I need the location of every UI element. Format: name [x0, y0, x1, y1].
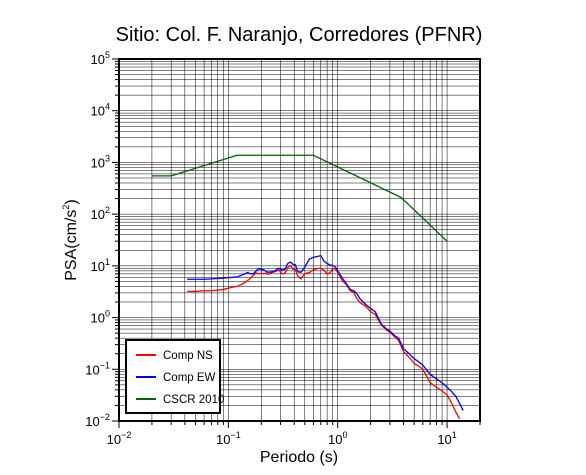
legend-label-ew: Comp EW: [163, 372, 216, 384]
x-axis-label: Periodo (s): [260, 449, 338, 466]
y-tick-label-base: 10: [91, 52, 105, 67]
y-tick-label-exp: 5: [105, 50, 110, 60]
y-tick-label-base: 10: [85, 414, 99, 429]
x-tick-label-exp: −1: [230, 430, 240, 440]
y-tick-label-base: 10: [91, 104, 105, 119]
series-line-comp-ns: [187, 264, 461, 420]
y-tick-label: 100: [91, 309, 110, 326]
y-tick-label-base: 10: [91, 207, 105, 222]
y-tick-label-exp: −1: [100, 360, 110, 370]
y-tick-label-exp: 2: [105, 205, 110, 215]
y-tick-label: 102: [91, 205, 110, 222]
plot-frame: [118, 58, 481, 422]
y-tick-label-base: 10: [85, 362, 99, 377]
y-tick-label: 103: [91, 153, 110, 170]
y-tick-label-base: 10: [91, 311, 105, 326]
y-axis-label-sup: 2: [61, 205, 71, 210]
x-tick-label-exp: 0: [342, 430, 347, 440]
y-tick-label: 10−1: [85, 360, 110, 377]
x-tick-label: 10−2: [107, 430, 132, 447]
legend: Comp NS Comp EW CSCR 2010: [125, 339, 224, 414]
x-tick-label-base: 10: [437, 432, 451, 447]
y-tick-label: 101: [91, 257, 110, 274]
x-tick-label: 10−1: [216, 430, 241, 447]
series-layer: [151, 154, 464, 420]
y-tick-label-exp: 3: [105, 153, 110, 163]
y-tick-label-exp: 4: [105, 102, 110, 112]
series-line-comp-ew: [187, 254, 464, 411]
y-tick-label: 10−2: [85, 412, 110, 429]
y-tick-label-exp: 1: [105, 257, 110, 267]
y-tick-label-exp: 0: [105, 309, 110, 319]
x-tick-label-exp: 1: [452, 430, 457, 440]
x-tick-label-base: 10: [216, 432, 230, 447]
legend-label-ns: Comp NS: [163, 350, 213, 362]
x-tick-label-base: 10: [328, 432, 342, 447]
y-tick-label-base: 10: [91, 259, 105, 274]
y-tick-label-exp: −2: [100, 412, 110, 422]
x-tick-label-exp: −2: [121, 430, 131, 440]
series-line-cscr-2010: [151, 154, 448, 242]
chart-title: Sitio: Col. F. Naranjo, Corredores (PFNR…: [116, 24, 483, 46]
x-tick-labels: 10−2 10−1 100 101: [107, 430, 457, 447]
y-tick-label-base: 10: [91, 155, 105, 170]
x-tick-label: 101: [437, 430, 456, 447]
x-tick-label-base: 10: [107, 432, 121, 447]
y-axis-label: PSA(cm/s2): [61, 199, 80, 280]
y-axis-label-close: ): [63, 199, 80, 204]
y-tick-label: 104: [91, 102, 110, 119]
x-tick-label: 100: [328, 430, 347, 447]
legend-label-cscr: CSCR 2010: [163, 394, 224, 406]
y-tick-label: 105: [91, 50, 110, 67]
y-axis-label-base: PSA(cm/s: [63, 210, 80, 281]
